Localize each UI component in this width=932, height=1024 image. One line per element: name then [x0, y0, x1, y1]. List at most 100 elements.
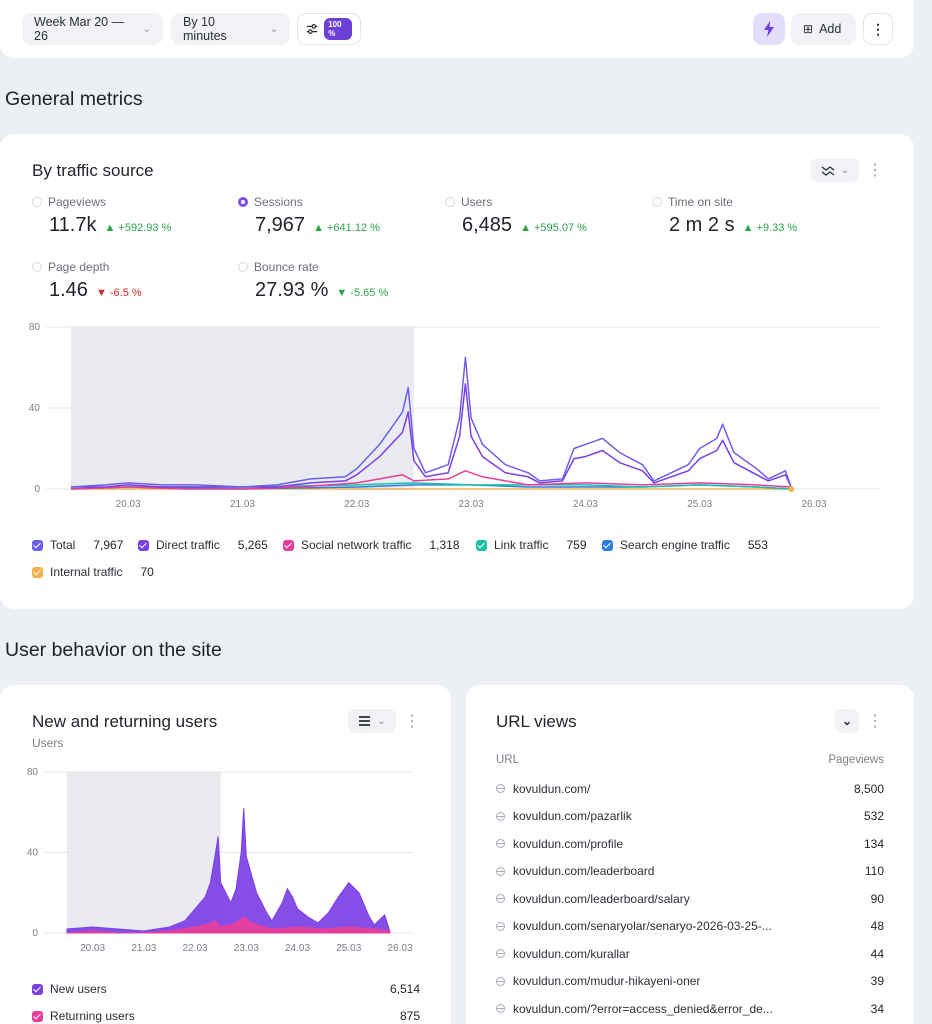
metric-value: 6,485: [462, 214, 513, 236]
stacked-area-icon: [359, 716, 371, 726]
date-range-label: Week Mar 20 — 26: [34, 15, 125, 43]
legend-item-returning-users[interactable]: Returning users 875: [32, 1009, 420, 1023]
table-row[interactable]: kovuldun.com/kurallar 44: [496, 940, 884, 967]
radio-icon[interactable]: [32, 197, 42, 207]
sampling-button[interactable]: 100 %: [297, 13, 361, 45]
url-cell[interactable]: kovuldun.com/leaderboard/salary: [513, 891, 690, 906]
metric-delta: ▲ +592.93 %: [104, 222, 172, 234]
chart-type-select[interactable]: ⌄: [348, 709, 396, 733]
globe-icon: [496, 949, 505, 958]
new-returning-users-card: New and returning users Users ⌄ ⋮ 0 40 80 2…: [0, 685, 451, 1024]
checkbox-icon[interactable]: [32, 983, 43, 995]
metric-delta: ▼ -5.65 %: [336, 287, 389, 299]
globe-icon: [496, 894, 505, 903]
metric-label-text: Bounce rate: [254, 260, 319, 274]
column-header-pageviews[interactable]: Pageviews: [828, 754, 884, 766]
x-tick-label: 20.03: [116, 499, 141, 510]
add-button[interactable]: ⊞ Add: [791, 13, 856, 45]
url-cell[interactable]: kovuldun.com/leaderboard: [513, 864, 655, 878]
more-menu-button[interactable]: ⋮: [863, 13, 893, 45]
checkbox-icon[interactable]: [32, 566, 43, 578]
x-tick-label: 25.03: [336, 943, 361, 954]
card-menu-icon[interactable]: ⋮: [867, 162, 883, 179]
radio-icon[interactable]: [238, 197, 248, 207]
y-tick-label: 80: [29, 322, 41, 333]
metric-value-row: 11.7k ▲ +592.93 %: [32, 214, 171, 237]
url-card-title: URL views: [496, 712, 577, 731]
metric-value-row: 27.93 % ▼ -5.65 %: [238, 279, 388, 302]
checkbox-icon[interactable]: [476, 539, 487, 551]
checkbox-icon[interactable]: [32, 1010, 43, 1022]
quick-actions-button[interactable]: [753, 13, 785, 45]
globe-icon: [496, 811, 505, 821]
metric-value: 7,967: [255, 214, 306, 236]
traffic-source-card: By traffic source ⌄ ⋮ Pageviews 11.7k ▲ +5…: [0, 134, 914, 609]
grouping-select[interactable]: By 10 minutes ⌄: [171, 13, 290, 45]
pageviews-cell: 90: [870, 891, 884, 906]
table-row[interactable]: kovuldun.com/8,500: [496, 775, 884, 802]
table-row[interactable]: kovuldun.com/mudur-hikayeni-oner 39: [496, 968, 884, 995]
url-cell[interactable]: kovuldun.com/: [513, 781, 591, 796]
x-tick-label: 25.03: [687, 499, 712, 510]
chevron-down-icon: ⌄: [142, 23, 151, 35]
url-cell[interactable]: kovuldun.com/pazarlik: [513, 809, 632, 823]
url-cell[interactable]: kovuldun.com/mudur-hikayeni-oner: [513, 974, 701, 988]
table-row[interactable]: kovuldun.com/pazarlik 532: [496, 803, 884, 830]
table-row[interactable]: kovuldun.com/leaderboard 110: [496, 858, 884, 885]
checkbox-icon[interactable]: [602, 539, 613, 551]
metric-users[interactable]: Users 6,485 ▲ +595.07 %: [445, 195, 587, 237]
metric-label-text: Sessions: [254, 195, 303, 209]
url-cell[interactable]: kovuldun.com/senaryolar/senaryo-2026-03-…: [513, 919, 772, 933]
checkbox-icon[interactable]: [283, 539, 294, 551]
chevron-down-icon: ⌄: [840, 164, 850, 176]
table-row[interactable]: kovuldun.com/senaryolar/senaryo-2026-03-…: [496, 913, 884, 940]
legend-value: 759: [566, 538, 587, 552]
globe-icon: [496, 784, 505, 793]
card-menu-icon[interactable]: ⋮: [404, 713, 420, 730]
radio-icon[interactable]: [445, 197, 455, 207]
metric-page-depth[interactable]: Page depth 1.46 ▼ -6.5 %: [32, 260, 142, 302]
radio-icon[interactable]: [652, 197, 662, 207]
checkbox-icon[interactable]: [32, 539, 43, 551]
url-cell[interactable]: kovuldun.com/kurallar: [513, 946, 630, 961]
expand-button[interactable]: ⌄: [835, 709, 859, 733]
metric-sessions[interactable]: Sessions 7,967 ▲ +641.12 %: [238, 195, 380, 237]
users-chart: 0 40 80 20.03 21.03 22.03 23.03 24.03 25.03 26.03: [0, 765, 451, 955]
metric-bounce-rate[interactable]: Bounce rate 27.93 % ▼ -5.65 %: [238, 260, 388, 302]
radio-icon[interactable]: [32, 262, 42, 272]
metric-time-on-site[interactable]: Time on site 2 m 2 s ▲ +9.33 %: [652, 195, 797, 237]
radio-icon[interactable]: [238, 262, 248, 272]
chart-svg: 0 40 80 20.03 21.03 22.03 23.03 24.03 25.03 26.03: [29, 322, 880, 510]
table-row[interactable]: kovuldun.com/profile 134: [496, 830, 884, 857]
legend-value: 70: [140, 565, 154, 579]
x-tick-label: 24.03: [285, 943, 310, 954]
globe-icon: [496, 839, 505, 848]
users-card-subtitle: Users: [32, 736, 64, 750]
table-row[interactable]: kovuldun.com/leaderboard/salary 90: [496, 885, 884, 912]
metric-label: Pageviews: [32, 195, 171, 209]
checkbox-icon[interactable]: [138, 539, 149, 551]
url-cell[interactable]: kovuldun.com/?error=access_denied&error_…: [513, 1001, 773, 1016]
users-card-title: New and returning users: [32, 712, 218, 731]
date-range-select[interactable]: Week Mar 20 — 26 ⌄: [22, 13, 163, 45]
legend-item-social-network-traffic[interactable]: Social network traffic 1,318: [283, 538, 460, 552]
sliders-icon: [306, 24, 318, 34]
metric-pageviews[interactable]: Pageviews 11.7k ▲ +592.93 %: [32, 195, 171, 237]
metric-label: Users: [445, 195, 587, 209]
pageviews-cell: 110: [864, 864, 884, 878]
url-cell[interactable]: kovuldun.com/profile: [513, 836, 624, 851]
url-views-card: URL views ⌄ ⋮ URL Pageviews kovuldun.com…: [466, 685, 914, 1024]
x-tick-label: 21.03: [131, 943, 156, 954]
legend-item-search-engine-traffic[interactable]: Search engine traffic 553: [602, 538, 768, 552]
metric-delta: ▲ +595.07 %: [520, 222, 587, 234]
card-menu-icon[interactable]: ⋮: [867, 713, 883, 730]
pageviews-cell: 532: [863, 809, 884, 823]
legend-item-direct-traffic[interactable]: Direct traffic 5,265: [138, 538, 268, 552]
table-row[interactable]: kovuldun.com/?error=access_denied&error_…: [496, 995, 884, 1022]
legend-item-internal-traffic[interactable]: Internal traffic 70: [32, 565, 154, 579]
legend-item-link-traffic[interactable]: Link traffic 759: [476, 538, 587, 552]
legend-item-total[interactable]: Total 7,967: [32, 538, 123, 552]
chart-type-select[interactable]: ⌄: [811, 158, 859, 182]
column-header-url[interactable]: URL: [496, 754, 520, 766]
legend-item-new-users[interactable]: New users 6,514: [32, 982, 420, 996]
